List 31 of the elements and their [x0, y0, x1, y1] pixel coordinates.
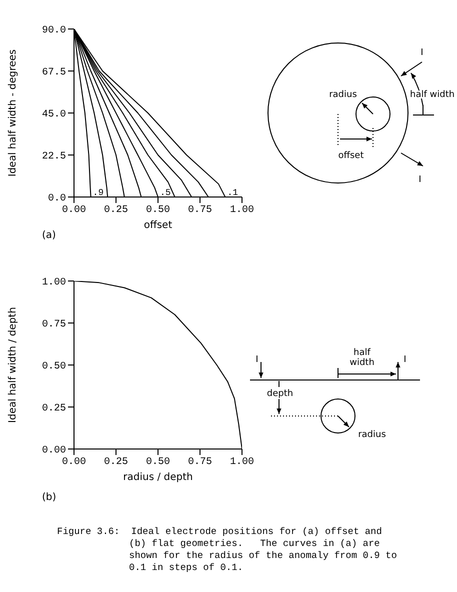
y-tick-label: 0.0 — [48, 194, 66, 205]
x-tick-label: 0.25 — [104, 205, 128, 216]
x-tick-label: 0.75 — [188, 457, 212, 468]
x-tick-label: 1.00 — [230, 457, 254, 468]
series-label: .9 — [92, 188, 104, 198]
x-tick-label: 0.25 — [104, 457, 128, 468]
series-label: .1 — [227, 188, 238, 198]
y-tick-label: 1.00 — [42, 278, 66, 289]
y-axis-title: Ideal half width / depth — [8, 307, 19, 423]
x-axis-title: offset — [144, 220, 172, 231]
x-tick-label: 1.00 — [230, 205, 254, 216]
x-tick-label: 0.75 — [188, 205, 212, 216]
x-tick-label: 0.00 — [62, 457, 86, 468]
y-tick-label: 0.25 — [42, 404, 66, 415]
x-tick-label: 0.50 — [146, 457, 170, 468]
y-tick-label: 45.0 — [42, 110, 66, 121]
x-tick-label: 0.50 — [146, 205, 170, 216]
caption: Figure 3.6: Ideal electrode positions for (a) offset and (b) flat geometries. The curves in (a) are shown for the radius of the anomaly from 0.9 to 0.1 in steps of 0.1. — [57, 526, 397, 574]
x-tick-label: 0.00 — [62, 205, 86, 216]
y-tick-label: 22.5 — [42, 152, 66, 163]
y-tick-label: 90.0 — [42, 26, 66, 37]
flat-geometry-diagram: I I half width depth radius — [250, 348, 420, 440]
text: (a) — [42, 230, 56, 241]
text: (b) — [42, 492, 56, 503]
y-tick-label: 0.50 — [42, 362, 66, 373]
series-label: .5 — [160, 188, 171, 198]
y-tick-label: 0.00 — [42, 446, 66, 457]
y-tick-label: 67.5 — [42, 68, 66, 79]
y-tick-label: 0.75 — [42, 320, 66, 331]
x-axis-title: radius / depth — [123, 472, 193, 483]
y-axis-title: Ideal half width - degrees — [8, 49, 19, 177]
